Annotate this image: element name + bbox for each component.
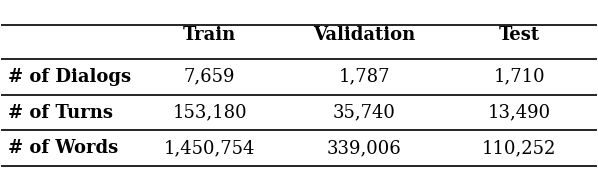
Text: 153,180: 153,180 bbox=[172, 104, 247, 122]
Text: # of Dialogs: # of Dialogs bbox=[8, 68, 131, 86]
Text: 13,490: 13,490 bbox=[488, 104, 551, 122]
Text: Test: Test bbox=[499, 26, 540, 44]
Text: 339,006: 339,006 bbox=[327, 139, 402, 157]
Text: 1,450,754: 1,450,754 bbox=[164, 139, 255, 157]
Text: 35,740: 35,740 bbox=[333, 104, 396, 122]
Text: # of Words: # of Words bbox=[8, 139, 118, 157]
Text: 7,659: 7,659 bbox=[184, 68, 236, 86]
Text: # of Turns: # of Turns bbox=[8, 104, 113, 122]
Text: Train: Train bbox=[183, 26, 236, 44]
Text: 1,787: 1,787 bbox=[338, 68, 390, 86]
Text: Validation: Validation bbox=[313, 26, 416, 44]
Text: 110,252: 110,252 bbox=[482, 139, 556, 157]
Text: 1,710: 1,710 bbox=[493, 68, 545, 86]
